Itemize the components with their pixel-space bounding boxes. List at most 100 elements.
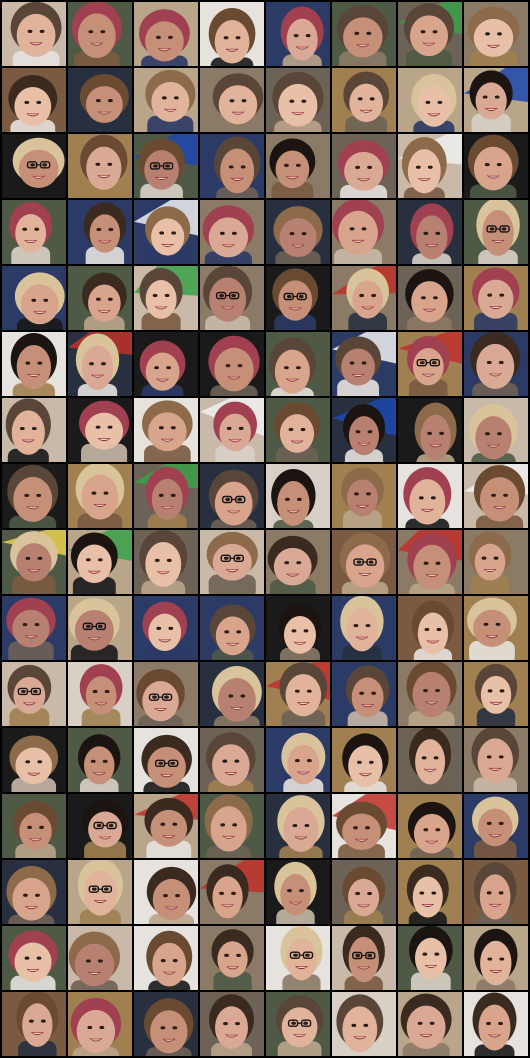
face-thumbnail bbox=[134, 728, 198, 792]
face-image bbox=[332, 596, 396, 660]
face-thumbnail bbox=[2, 464, 66, 528]
face-image bbox=[68, 662, 132, 726]
face-image bbox=[68, 860, 132, 924]
face-thumbnail bbox=[68, 662, 132, 726]
face-thumbnail bbox=[200, 134, 264, 198]
face-image bbox=[200, 926, 264, 990]
face-image bbox=[266, 68, 330, 132]
face-thumbnail bbox=[332, 728, 396, 792]
face-thumbnail bbox=[464, 926, 528, 990]
face-thumbnail bbox=[200, 200, 264, 264]
face-thumbnail bbox=[134, 530, 198, 594]
face-thumbnail bbox=[2, 530, 66, 594]
face-image bbox=[464, 926, 528, 990]
face-image bbox=[332, 266, 396, 330]
face-image bbox=[2, 992, 66, 1056]
face-image bbox=[134, 794, 198, 858]
face-thumbnail bbox=[464, 68, 528, 132]
face-thumbnail bbox=[398, 728, 462, 792]
face-thumbnail bbox=[332, 926, 396, 990]
face-thumbnail bbox=[332, 398, 396, 462]
face-thumbnail bbox=[134, 398, 198, 462]
face-image bbox=[68, 728, 132, 792]
face-image bbox=[464, 728, 528, 792]
face-thumbnail bbox=[2, 68, 66, 132]
face-thumbnail bbox=[68, 992, 132, 1056]
face-image bbox=[68, 596, 132, 660]
face-thumbnail bbox=[134, 926, 198, 990]
face-thumbnail bbox=[2, 992, 66, 1056]
face-thumbnail bbox=[332, 794, 396, 858]
face-image bbox=[398, 992, 462, 1056]
face-thumbnail bbox=[2, 332, 66, 396]
face-image bbox=[398, 2, 462, 66]
face-image bbox=[68, 926, 132, 990]
face-thumbnail bbox=[332, 266, 396, 330]
face-image bbox=[398, 794, 462, 858]
face-image bbox=[398, 332, 462, 396]
face-image bbox=[134, 662, 198, 726]
face-image bbox=[68, 68, 132, 132]
face-thumbnail bbox=[332, 860, 396, 924]
face-image bbox=[398, 860, 462, 924]
face-image bbox=[200, 662, 264, 726]
face-image bbox=[332, 200, 396, 264]
face-image bbox=[200, 398, 264, 462]
face-image bbox=[200, 596, 264, 660]
face-image bbox=[266, 332, 330, 396]
face-image bbox=[134, 398, 198, 462]
face-thumbnail bbox=[134, 134, 198, 198]
face-image bbox=[266, 530, 330, 594]
face-image bbox=[398, 530, 462, 594]
face-image bbox=[266, 398, 330, 462]
face-thumbnail bbox=[200, 530, 264, 594]
face-thumbnail bbox=[332, 332, 396, 396]
face-thumbnail bbox=[68, 134, 132, 198]
face-thumbnail bbox=[68, 266, 132, 330]
face-image bbox=[398, 728, 462, 792]
face-image bbox=[464, 134, 528, 198]
face-thumbnail bbox=[200, 662, 264, 726]
face-thumbnail bbox=[200, 860, 264, 924]
face-thumbnail bbox=[68, 728, 132, 792]
face-thumbnail bbox=[398, 926, 462, 990]
face-image bbox=[464, 992, 528, 1056]
face-thumbnail bbox=[266, 398, 330, 462]
face-thumbnail bbox=[398, 530, 462, 594]
face-image bbox=[332, 860, 396, 924]
face-image bbox=[134, 68, 198, 132]
face-thumbnail bbox=[332, 992, 396, 1056]
face-image bbox=[332, 332, 396, 396]
face-thumbnail bbox=[68, 860, 132, 924]
face-image bbox=[68, 992, 132, 1056]
face-image bbox=[2, 860, 66, 924]
face-thumbnail bbox=[200, 266, 264, 330]
face-image bbox=[200, 464, 264, 528]
face-image bbox=[134, 200, 198, 264]
face-image bbox=[464, 662, 528, 726]
face-image bbox=[332, 68, 396, 132]
face-thumbnail bbox=[332, 530, 396, 594]
face-thumbnail bbox=[266, 662, 330, 726]
face-image bbox=[134, 992, 198, 1056]
face-thumbnail bbox=[68, 2, 132, 66]
face-thumbnail bbox=[464, 2, 528, 66]
face-thumbnail bbox=[266, 134, 330, 198]
face-thumbnail bbox=[464, 200, 528, 264]
face-image bbox=[398, 134, 462, 198]
face-thumbnail bbox=[332, 134, 396, 198]
face-thumbnail bbox=[398, 860, 462, 924]
face-image bbox=[332, 926, 396, 990]
face-image bbox=[68, 398, 132, 462]
face-thumbnail bbox=[398, 266, 462, 330]
face-thumbnail bbox=[398, 68, 462, 132]
face-image bbox=[398, 596, 462, 660]
face-image bbox=[464, 530, 528, 594]
face-thumbnail bbox=[200, 464, 264, 528]
face-thumbnail bbox=[266, 530, 330, 594]
face-thumbnail bbox=[464, 728, 528, 792]
face-thumbnail bbox=[398, 200, 462, 264]
face-thumbnail bbox=[2, 794, 66, 858]
face-thumbnail bbox=[266, 728, 330, 792]
face-image bbox=[266, 596, 330, 660]
